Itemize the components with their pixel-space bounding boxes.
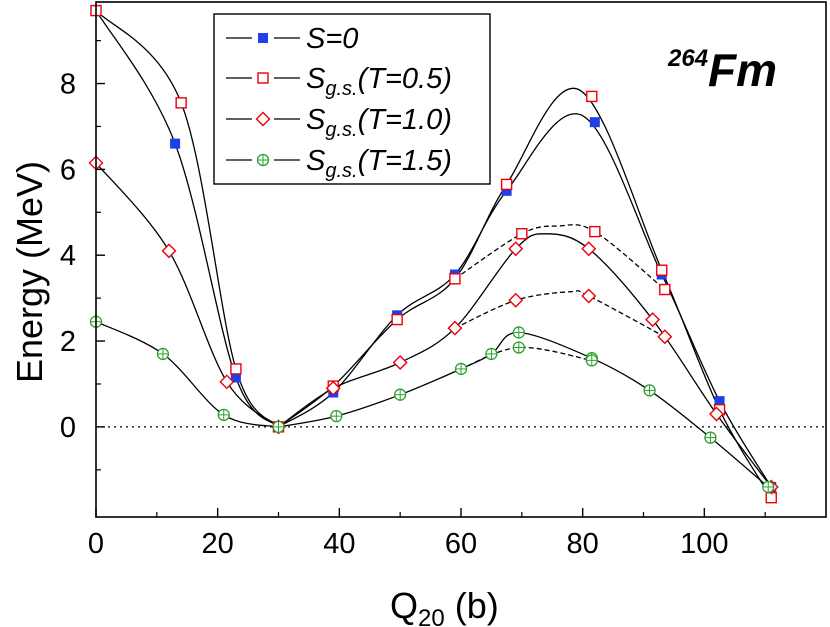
- series-3-point: [704, 431, 717, 444]
- series-2-point: [447, 320, 463, 336]
- series-3-point: [643, 384, 656, 397]
- series-0-point: [589, 117, 600, 128]
- series-1-point: [449, 273, 461, 285]
- series-3-point: [585, 354, 598, 367]
- x-axis-title-subscript: 20: [418, 605, 445, 627]
- x-axis-title-unit: (b): [445, 585, 499, 626]
- series-0-point: [230, 372, 241, 383]
- series-3-point: [330, 409, 343, 423]
- series-3-curve-0: [95, 321, 279, 428]
- series-1-point: [589, 225, 601, 238]
- series-3-point: [394, 388, 407, 401]
- y-axis-title: Energy (MeV): [9, 161, 50, 383]
- curve-layer: [95, 10, 772, 499]
- x-axis-title: Q20 (b): [390, 585, 499, 627]
- series-2-point: [709, 406, 724, 422]
- y-tick-label: 6: [60, 154, 76, 186]
- x-tick-label: 80: [567, 528, 599, 560]
- legend-label: Sg.s.(T=1.5): [306, 145, 452, 182]
- x-tick-label: 0: [88, 528, 104, 560]
- x-tick-label: 20: [202, 528, 234, 560]
- y-tick-label: 0: [60, 412, 76, 444]
- nucleus-mass: 264: [667, 45, 708, 72]
- series-1-curve-1: [278, 87, 772, 499]
- series-2-curve-2: [454, 290, 666, 338]
- series-3-curve-1: [278, 331, 769, 488]
- series-2-point: [657, 329, 673, 345]
- series-3-point: [217, 408, 230, 422]
- series-3-point: [454, 362, 468, 376]
- x-tick-label: 40: [323, 528, 355, 560]
- series-3-point: [485, 347, 498, 361]
- series-1-point: [656, 264, 668, 276]
- series-1-point: [516, 228, 528, 240]
- legend-entry-2: Sg.s.(T=1.0): [226, 104, 452, 141]
- series-0-point: [501, 185, 512, 196]
- series-2-curve-0: [95, 162, 279, 428]
- series-0-point: [714, 396, 725, 407]
- legend-marker: [255, 111, 271, 127]
- legend-marker: [257, 72, 269, 84]
- series-3-point: [272, 420, 285, 434]
- x-tick-label: 60: [445, 528, 477, 560]
- series-3-curve-2: [460, 346, 592, 370]
- series-0-curve-1: [278, 113, 772, 488]
- y-tick-label: 2: [60, 326, 76, 358]
- series-2-point: [508, 292, 524, 308]
- x-tick-label: 100: [680, 528, 728, 560]
- series-2-point: [645, 312, 661, 328]
- series-1-point: [500, 178, 513, 191]
- series-1-point: [586, 90, 598, 103]
- series-2-curve-1: [278, 233, 772, 488]
- legend-label: Sg.s.(T=0.5): [306, 63, 452, 100]
- series-2-point: [508, 241, 524, 257]
- series-2-point: [325, 380, 341, 396]
- series-2-point: [219, 374, 235, 390]
- legend-entry-1: Sg.s.(T=0.5): [226, 63, 452, 100]
- legend: S=0 Sg.s.(T=0.5) Sg.s.(T=1.0) Sg.s.(T=1.5): [213, 13, 491, 185]
- nucleus-symbol: Fm: [708, 44, 777, 96]
- series-1-curve-0: [95, 10, 280, 428]
- series-0-curve-0: [95, 10, 279, 428]
- series-3-point: [512, 341, 525, 354]
- series-1-point: [230, 363, 242, 375]
- series-1-point: [391, 313, 403, 326]
- legend-label: Sg.s.(T=1.0): [306, 104, 452, 141]
- tick-layer: 0 20 40 60 80 100 0 2 4 6 8: [60, 40, 766, 560]
- series-2-point: [581, 241, 597, 257]
- series-3-point: [762, 480, 775, 494]
- series-3-point: [156, 347, 170, 361]
- y-tick-label: 8: [60, 69, 76, 101]
- series-0-point: [170, 138, 181, 149]
- series-2-point: [161, 243, 177, 259]
- series-1-point: [659, 283, 671, 296]
- series-2-point: [392, 355, 408, 370]
- legend-marker: [256, 153, 270, 167]
- y-tick-label: 4: [60, 240, 76, 272]
- legend-label: S=0: [306, 23, 358, 55]
- series-1-point: [175, 97, 187, 109]
- series-3-point: [512, 326, 525, 339]
- legend-entry-3: Sg.s.(T=1.5): [226, 145, 452, 182]
- nucleus-label: 264Fm: [667, 44, 777, 96]
- x-axis-title-main: Q: [390, 585, 418, 626]
- series-2-point: [581, 288, 597, 304]
- legend-entry-0: S=0: [226, 23, 358, 55]
- legend-marker: [258, 33, 268, 43]
